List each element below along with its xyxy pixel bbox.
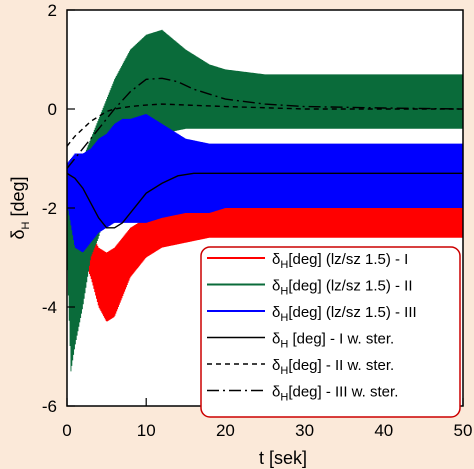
y-tick-label: -4 <box>42 298 57 317</box>
legend-label-1: δH[deg] (lz/sz 1.5) - I <box>272 251 408 271</box>
y-tick-label: -6 <box>42 397 57 416</box>
y-tick-label: 0 <box>48 100 57 119</box>
y-axis-label: δH [deg] <box>8 176 32 239</box>
series-4-line <box>66 172 463 229</box>
legend-label-2: δH[deg] (lz/sz 1.5) - II <box>272 278 413 298</box>
y-tick-label: -2 <box>42 199 57 218</box>
legend-box <box>200 246 461 418</box>
x-tick-label: 20 <box>216 421 235 440</box>
series-2-band <box>66 29 464 372</box>
x-tick-label: 0 <box>62 421 71 440</box>
x-tick-label: 10 <box>137 421 156 440</box>
y-axis-label-main: δ <box>8 229 28 239</box>
x-tick-label: 30 <box>295 421 314 440</box>
series-6-line <box>66 77 464 169</box>
legend-label-5: δH[deg] - II w. ster. <box>272 357 394 377</box>
legend-label-3: δH[deg] (lz/sz 1.5) - III <box>272 304 417 324</box>
y-tick-label: 2 <box>48 1 57 20</box>
series-5-line <box>66 103 463 147</box>
x-tick-label: 40 <box>374 421 393 440</box>
x-tick-label: 50 <box>454 421 473 440</box>
series-3-band <box>66 113 464 253</box>
series-layer <box>66 29 464 372</box>
y-axis-label-unit: [deg] <box>8 176 28 221</box>
x-axis-label: t [sek] <box>259 448 307 468</box>
y-axis-label-sub: H <box>20 221 32 229</box>
legend-label-6: δH[deg] - III w. ster. <box>272 384 398 404</box>
legend-entries: δH[deg] (lz/sz 1.5) - I δH[deg] (lz/sz 1.… <box>207 251 417 404</box>
legend: δH[deg] (lz/sz 1.5) - I δH[deg] (lz/sz 1.… <box>200 246 461 418</box>
svg-text:δH [deg]: δH [deg] <box>8 176 32 239</box>
legend-label-4: δH [deg] - I w. ster. <box>272 331 394 351</box>
